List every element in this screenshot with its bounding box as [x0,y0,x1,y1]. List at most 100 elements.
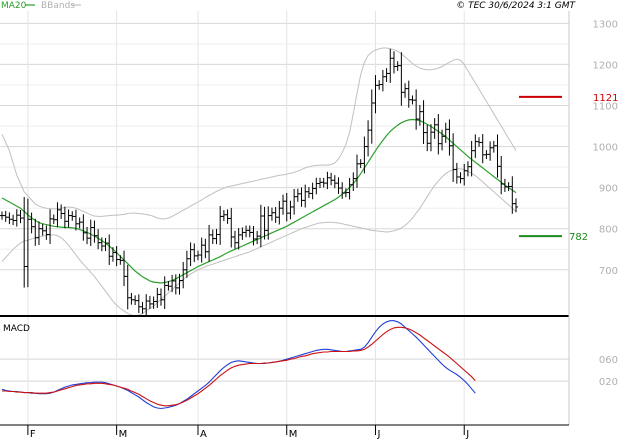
macd-gridlines [0,358,569,382]
ohlc-bar [362,136,367,174]
ohlc-bar [432,118,437,139]
ohlc-bar [218,205,223,245]
ohlc-bar [277,200,282,225]
ohlc-bar [373,75,378,114]
ohlc-bar [421,100,426,145]
price-tick-label: 800 [599,225,618,236]
ohlc-bar [92,220,97,243]
ohlc-bar [66,209,71,228]
ohlc-bar [122,250,127,287]
ohlc-bar [48,209,53,245]
ohlc-bar [447,119,452,156]
ohlc-bar [417,104,422,126]
ohlc-bar [0,211,4,220]
ohlc-bar [7,212,12,225]
ohlc-bar [162,276,167,309]
ohlc-bar [325,171,330,190]
price-panel [0,11,569,315]
ohlc-bar [514,198,518,213]
ohlc-bar [502,178,507,192]
ohlc-bar [380,69,385,92]
ohlc-bar [343,188,348,198]
ohlc-bar [173,274,178,295]
ohlc-bar [129,292,134,305]
ohlc-bar [33,218,38,246]
ohlc-bar [114,246,119,267]
ohlc-bar [147,295,152,310]
ohlc-bar [295,188,300,202]
ohlc-bar [159,288,164,306]
ohlc-bar [96,229,101,250]
ohlc-bars [0,48,518,316]
ohlc-bar [491,140,496,153]
ohlc-bar [354,154,359,188]
month-label: A [200,429,207,440]
ohlc-bar [351,172,356,192]
ohlc-bar [255,231,260,245]
ohlc-bar [510,176,515,214]
ohlc-bar [236,228,241,250]
ohlc-bar [77,217,82,229]
ohlc-bar [177,273,182,295]
macd-y-axis: 020 060 [599,355,618,388]
bb-upper-line [1,47,517,220]
price-tick-label: 700 [599,266,618,277]
ohlc-bar [406,80,411,108]
ma20-path [1,118,517,284]
price-tick-label: 900 [599,184,618,195]
ohlc-bar [410,95,415,105]
ohlc-bar [292,188,297,215]
price-tick-label: 1200 [593,60,618,71]
ohlc-bar [140,301,145,314]
ohlc-bar [151,296,156,309]
macd-tick-label: 060 [599,355,618,366]
ohlc-bar [166,281,171,291]
ohlc-bar [11,214,16,226]
ohlc-bar [266,206,271,240]
macd-line [1,320,476,410]
month-label: M [289,429,298,440]
ohlc-bar [284,192,289,222]
ohlc-bar [55,202,60,228]
ohlc-bar [288,200,293,220]
ohlc-bar [195,250,200,261]
ohlc-bar [110,247,115,262]
ohlc-bar [384,68,389,82]
ohlc-bar [44,225,49,240]
price-gridlines [0,22,569,271]
bollinger-bands [1,47,517,317]
ohlc-bar [473,134,478,158]
ma20-line [1,118,517,284]
support-label: 782 [569,232,588,243]
macd-panel [0,318,569,425]
ohlc-bar [314,177,319,195]
ohlc-bar [181,261,186,289]
ohlc-bar [347,177,352,200]
ohlc-bar [395,61,400,71]
ohlc-bar [495,134,500,178]
ohlc-bar [310,182,315,200]
ohlc-bar [340,182,345,199]
ohlc-bar [465,161,470,177]
month-label: F [30,429,36,440]
ohlc-bar [225,209,230,224]
month-label: J [376,429,380,440]
ohlc-bar [125,264,130,310]
ohlc-bar [484,150,489,160]
ohlc-bar [358,159,363,169]
ohlc-bar [458,172,463,184]
ohlc-bar [88,219,93,247]
ohlc-bar [436,114,441,155]
month-label: J [465,429,469,440]
ohlc-bar [107,234,112,265]
ohlc-bar [170,274,175,293]
ohlc-bar [480,134,485,164]
ohlc-bar [221,210,226,222]
ohlc-bar [506,182,511,192]
ohlc-bar [462,163,467,186]
legend-bbands: BBands [41,1,75,11]
resistance-label: 1121 [593,93,618,104]
